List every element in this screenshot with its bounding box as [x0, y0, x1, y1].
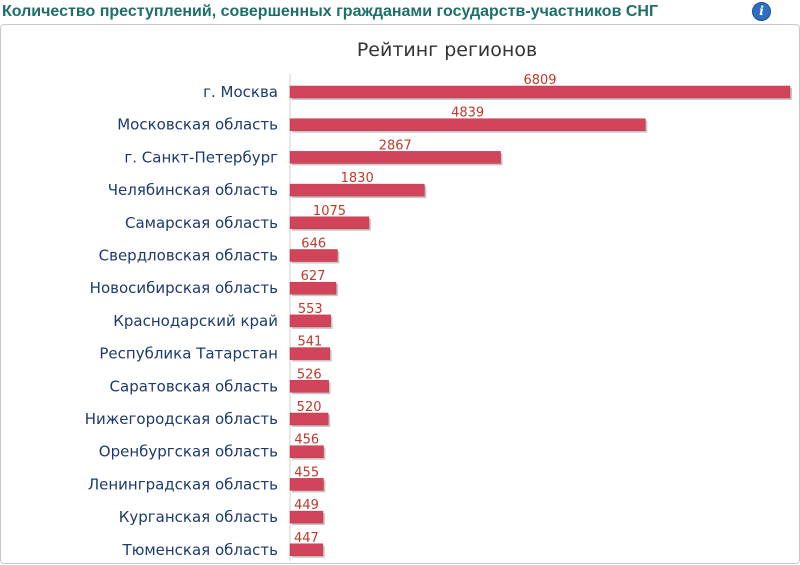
value-label: 449	[294, 498, 319, 513]
value-label: 627	[301, 269, 326, 284]
value-label: 6809	[523, 73, 556, 88]
value-label: 456	[294, 433, 319, 448]
value-label: 520	[297, 400, 322, 415]
category-label: Республика Татарстан	[99, 345, 278, 363]
value-label: 2867	[379, 138, 412, 153]
category-label: Саратовская область	[110, 377, 278, 395]
bar[interactable]	[289, 478, 324, 491]
bar[interactable]	[289, 151, 501, 164]
value-label: 455	[294, 465, 319, 480]
category-label: г. Москва	[203, 83, 278, 101]
page-title: Количество преступлений, совершенных гра…	[2, 3, 659, 20]
header: Количество преступлений, совершенных гра…	[0, 0, 800, 26]
value-label: 526	[297, 367, 322, 382]
bar[interactable]	[289, 249, 338, 262]
value-label: 4839	[451, 106, 484, 121]
bar[interactable]	[289, 314, 331, 328]
value-label: 1075	[313, 204, 346, 219]
bar[interactable]	[289, 510, 324, 524]
category-label: г. Санкт-Петербург	[124, 148, 278, 166]
bar-chart: Рейтинг регионов г. Москва 6809 Московская…	[85, 39, 792, 565]
chart-panel: Рейтинг регионов г. Москва 6809 Московская…	[0, 24, 800, 565]
bar[interactable]	[289, 445, 324, 458]
bar[interactable]	[289, 183, 425, 197]
category-label: Краснодарский край	[113, 312, 278, 330]
bar[interactable]	[289, 216, 370, 230]
plot-area: г. Москва 6809 Московская область 4839 г. Са…	[85, 73, 792, 565]
category-label: Свердловская область	[99, 247, 278, 265]
bar[interactable]	[289, 281, 337, 295]
value-label: 541	[297, 335, 322, 350]
value-label: 553	[298, 302, 323, 317]
bar[interactable]	[289, 380, 329, 393]
category-label: Курганская область	[119, 508, 278, 526]
category-label: Оренбургская область	[99, 443, 278, 461]
category-label: Челябинская область	[108, 181, 278, 199]
value-label: 1830	[341, 171, 374, 186]
category-label: Новосибирская область	[90, 279, 278, 297]
info-icon[interactable]: i	[752, 2, 771, 21]
bar[interactable]	[289, 118, 646, 131]
bar[interactable]	[289, 412, 329, 426]
category-label: Московская область	[117, 116, 278, 134]
value-label: 447	[294, 531, 319, 546]
value-label: 646	[301, 237, 326, 252]
category-label: Ленинградская область	[88, 475, 278, 493]
bar[interactable]	[289, 543, 324, 557]
category-label: Самарская область	[125, 214, 278, 232]
bar[interactable]	[289, 85, 791, 99]
chart-title: Рейтинг регионов	[357, 39, 537, 61]
category-label: Нижегородская область	[85, 410, 278, 428]
bar[interactable]	[289, 347, 330, 360]
category-label: Тюменская область	[122, 541, 278, 559]
